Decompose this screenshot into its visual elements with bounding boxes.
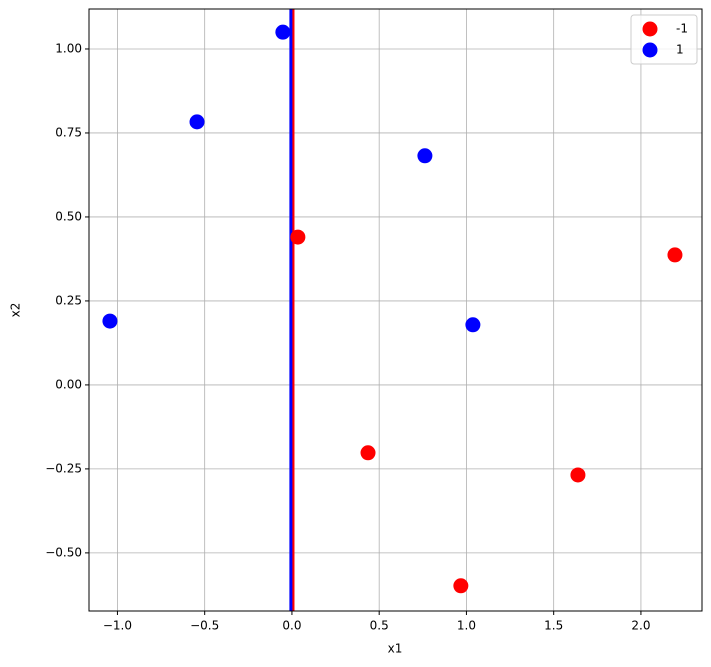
point xyxy=(189,114,205,130)
x-tick-label: 1.5 xyxy=(544,619,563,633)
point xyxy=(275,24,291,40)
y-tick-label: 0.25 xyxy=(55,293,82,307)
legend-label: -1 xyxy=(676,22,688,36)
point xyxy=(570,467,586,483)
legend-marker xyxy=(642,42,658,58)
point xyxy=(667,247,683,263)
x-tick-label: 2.0 xyxy=(631,619,650,633)
point xyxy=(102,313,118,329)
plot-frame xyxy=(88,8,703,612)
legend-marker xyxy=(642,21,658,37)
x-tick-label: −0.5 xyxy=(190,619,219,633)
point xyxy=(290,229,306,245)
point xyxy=(360,445,376,461)
y-tick-label: 0.75 xyxy=(55,125,82,139)
point xyxy=(453,578,469,594)
x-tick-label: 0.0 xyxy=(282,619,301,633)
y-tick-label: −0.25 xyxy=(45,461,82,475)
y-tick-label: −0.50 xyxy=(45,545,82,559)
x-tick-label: −1.0 xyxy=(103,619,132,633)
y-tick-label: 0.50 xyxy=(55,209,82,223)
point xyxy=(465,317,481,333)
y-axis-label: x2 xyxy=(9,303,23,318)
legend-label: 1 xyxy=(676,43,684,57)
x-tick-label: 1.0 xyxy=(457,619,476,633)
x-tick-label: 0.5 xyxy=(370,619,389,633)
y-tick-label: 0.00 xyxy=(55,377,82,391)
x-axis-label: x1 xyxy=(388,642,403,656)
point xyxy=(417,148,433,164)
y-tick-label: 1.00 xyxy=(55,41,82,55)
